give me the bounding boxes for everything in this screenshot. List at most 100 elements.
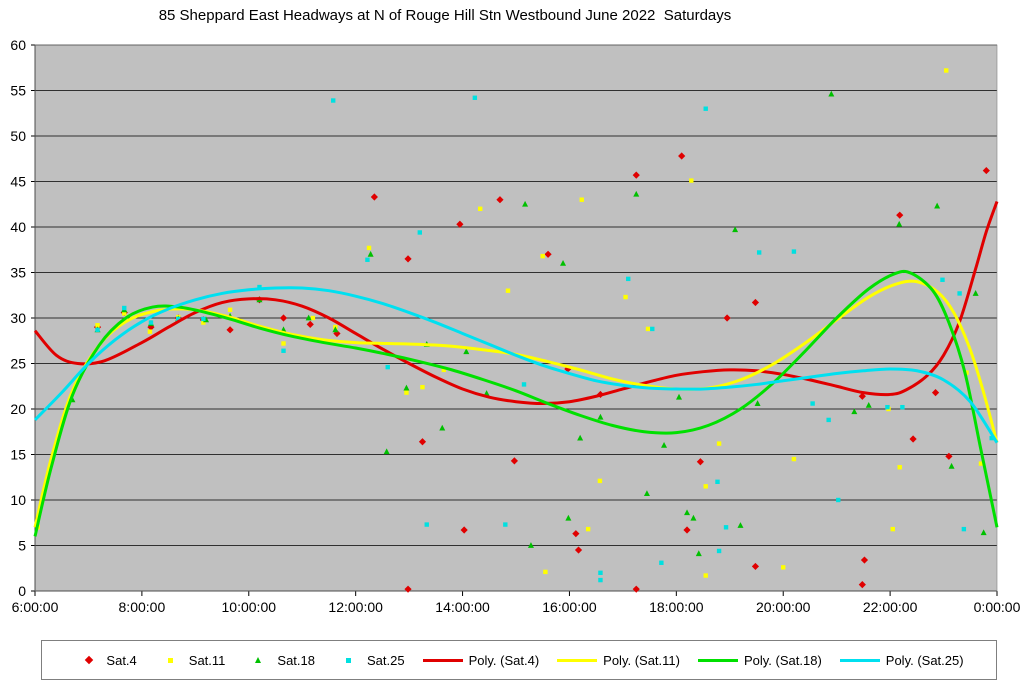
x-tick-label: 20:00:00 [756,599,811,615]
x-tick-label: 10:00:00 [222,599,277,615]
point-sat-11 [703,573,708,578]
y-tick-label: 10 [10,492,26,508]
y-tick-label: 60 [10,37,26,53]
point-sat-4 [574,546,583,554]
point-sat-25 [122,305,127,311]
point-sat-4 [683,526,691,534]
point-sat-18 [643,490,650,497]
point-sat-25 [957,291,962,296]
legend-item-series: Sat.11 [155,653,225,668]
y-tick-label: 35 [10,265,26,281]
point-sat-25 [176,316,181,322]
legend-label: Sat.18 [277,652,315,668]
x-tick-label: 16:00:00 [542,599,597,615]
point-sat-25 [836,497,841,503]
point-sat-4 [510,457,518,465]
point-sat-11 [597,478,603,484]
point-sat-18 [972,290,979,296]
point-sat-18 [896,220,903,227]
legend-label: Poly. (Sat.11) [603,652,680,668]
point-sat-4 [860,556,869,564]
point-sat-4 [678,152,686,160]
point-sat-4 [564,365,572,373]
point-sat-18 [828,90,835,97]
point-sat-4 [909,435,917,443]
legend-item-series: Sat.25 [333,653,405,668]
point-sat-18 [403,384,410,391]
point-sat-25 [723,525,729,530]
point-sat-11 [310,315,316,321]
legend-swatch [167,657,173,663]
point-sat-11 [890,526,895,532]
point-sat-25 [659,560,664,565]
point-sat-18 [690,514,697,521]
point-sat-11 [543,569,548,575]
trendline-poly-sat-4 [33,201,999,406]
point-sat-25 [95,327,100,333]
y-tick-label: 5 [18,538,26,554]
point-sat-11 [781,565,786,570]
point-sat-18 [439,424,446,431]
point-sat-18 [980,529,987,536]
y-tick-label: 30 [10,310,26,326]
point-sat-25 [281,348,286,353]
point-sat-18 [577,434,584,441]
x-tick-label: 0:00:00 [974,599,1021,615]
legend-swatch [255,657,262,663]
point-sat-25 [331,98,336,103]
point-sat-4 [333,329,341,338]
legend-swatch [346,657,351,663]
point-sat-11 [689,178,694,183]
point-sat-18 [483,390,490,396]
point-sat-18 [565,514,572,521]
point-sat-25 [961,526,967,532]
point-sat-18 [383,448,390,455]
point-sat-11 [122,311,127,316]
point-sat-4 [418,438,427,446]
point-sat-18 [695,550,702,557]
point-sat-25 [257,284,262,290]
y-tick-label: 50 [10,128,26,144]
point-sat-4 [279,314,288,322]
legend-item-trendline: Poly. (Sat.18) [697,652,822,668]
legend-label: Sat.25 [367,652,405,668]
point-sat-18 [948,462,955,469]
point-sat-18 [661,442,668,448]
x-tick-label: 6:00:00 [12,599,59,615]
legend-swatch [85,655,94,665]
point-sat-4 [632,585,640,593]
point-sat-18 [367,250,374,257]
y-tick-label: 15 [10,447,26,463]
point-sat-25 [598,577,603,583]
point-sat-4 [306,320,314,328]
y-tick-label: 0 [18,583,26,599]
point-sat-18 [754,400,761,406]
x-tick-label: 22:00:00 [863,599,918,615]
chart-title: 85 Sheppard East Headways at N of Rouge … [158,7,732,24]
legend-label: Poly. (Sat.4) [468,652,540,668]
legend-label: Poly. (Sat.18) [743,652,822,668]
point-sat-11 [645,326,651,332]
point-sat-11 [716,441,722,446]
point-sat-25 [472,95,478,100]
y-tick-label: 45 [10,174,26,190]
point-sat-18 [684,509,691,516]
point-sat-4 [147,323,155,331]
point-sat-11 [703,484,708,489]
point-sat-11 [227,307,233,313]
x-tick-label: 12:00:00 [328,599,383,615]
point-sat-11 [366,245,372,251]
point-sat-18 [522,200,529,207]
legend-label: Poly. (Sat.25) [885,652,964,668]
point-sat-11 [579,197,584,202]
point-sat-25 [716,548,722,554]
point-sat-25 [826,417,831,423]
point-sat-25 [989,435,994,441]
legend-item-trendline: Poly. (Sat.11) [557,653,680,668]
trendline-poly-sat-25 [33,286,999,444]
point-sat-11 [964,370,969,375]
point-sat-25 [715,479,720,484]
point-sat-4 [226,326,234,334]
point-sat-18 [676,393,683,400]
point-sat-4 [723,314,731,322]
